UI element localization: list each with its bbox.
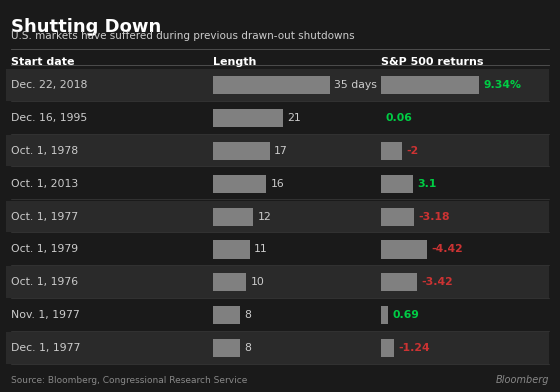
Text: Shutting Down: Shutting Down bbox=[11, 18, 161, 36]
Text: 12: 12 bbox=[258, 212, 271, 221]
Text: 16: 16 bbox=[271, 179, 284, 189]
Text: U.S. markets have suffered during previous drawn-out shutdowns: U.S. markets have suffered during previo… bbox=[11, 31, 355, 42]
Text: Length: Length bbox=[213, 57, 256, 67]
Text: Bloomberg: Bloomberg bbox=[495, 375, 549, 385]
Text: Oct. 1, 1977: Oct. 1, 1977 bbox=[11, 212, 78, 221]
Text: 3.1: 3.1 bbox=[418, 179, 437, 189]
Text: 17: 17 bbox=[274, 146, 288, 156]
Text: Nov. 1, 1977: Nov. 1, 1977 bbox=[11, 310, 80, 320]
Text: Source: Bloomberg, Congressional Research Service: Source: Bloomberg, Congressional Researc… bbox=[11, 376, 248, 385]
Text: Dec. 1, 1977: Dec. 1, 1977 bbox=[11, 343, 81, 353]
Text: -3.42: -3.42 bbox=[421, 278, 453, 287]
Text: Dec. 16, 1995: Dec. 16, 1995 bbox=[11, 113, 87, 123]
Text: 8: 8 bbox=[244, 343, 251, 353]
Text: 0.06: 0.06 bbox=[386, 113, 413, 123]
Text: -2: -2 bbox=[406, 146, 418, 156]
Text: 8: 8 bbox=[244, 310, 251, 320]
Text: 21: 21 bbox=[287, 113, 301, 123]
Text: Oct. 1, 1978: Oct. 1, 1978 bbox=[11, 146, 78, 156]
Text: Dec. 22, 2018: Dec. 22, 2018 bbox=[11, 80, 87, 90]
Text: 0.69: 0.69 bbox=[393, 310, 419, 320]
Text: Start date: Start date bbox=[11, 57, 74, 67]
Text: S&P 500 returns: S&P 500 returns bbox=[381, 57, 483, 67]
Text: 35 days: 35 days bbox=[334, 80, 377, 90]
Text: Oct. 1, 1976: Oct. 1, 1976 bbox=[11, 278, 78, 287]
Text: 11: 11 bbox=[254, 245, 268, 254]
Text: -3.18: -3.18 bbox=[418, 212, 450, 221]
Text: 9.34%: 9.34% bbox=[483, 80, 521, 90]
Text: 10: 10 bbox=[251, 278, 264, 287]
Text: -1.24: -1.24 bbox=[398, 343, 430, 353]
Text: Oct. 1, 2013: Oct. 1, 2013 bbox=[11, 179, 78, 189]
Text: Oct. 1, 1979: Oct. 1, 1979 bbox=[11, 245, 78, 254]
Text: -4.42: -4.42 bbox=[432, 245, 463, 254]
